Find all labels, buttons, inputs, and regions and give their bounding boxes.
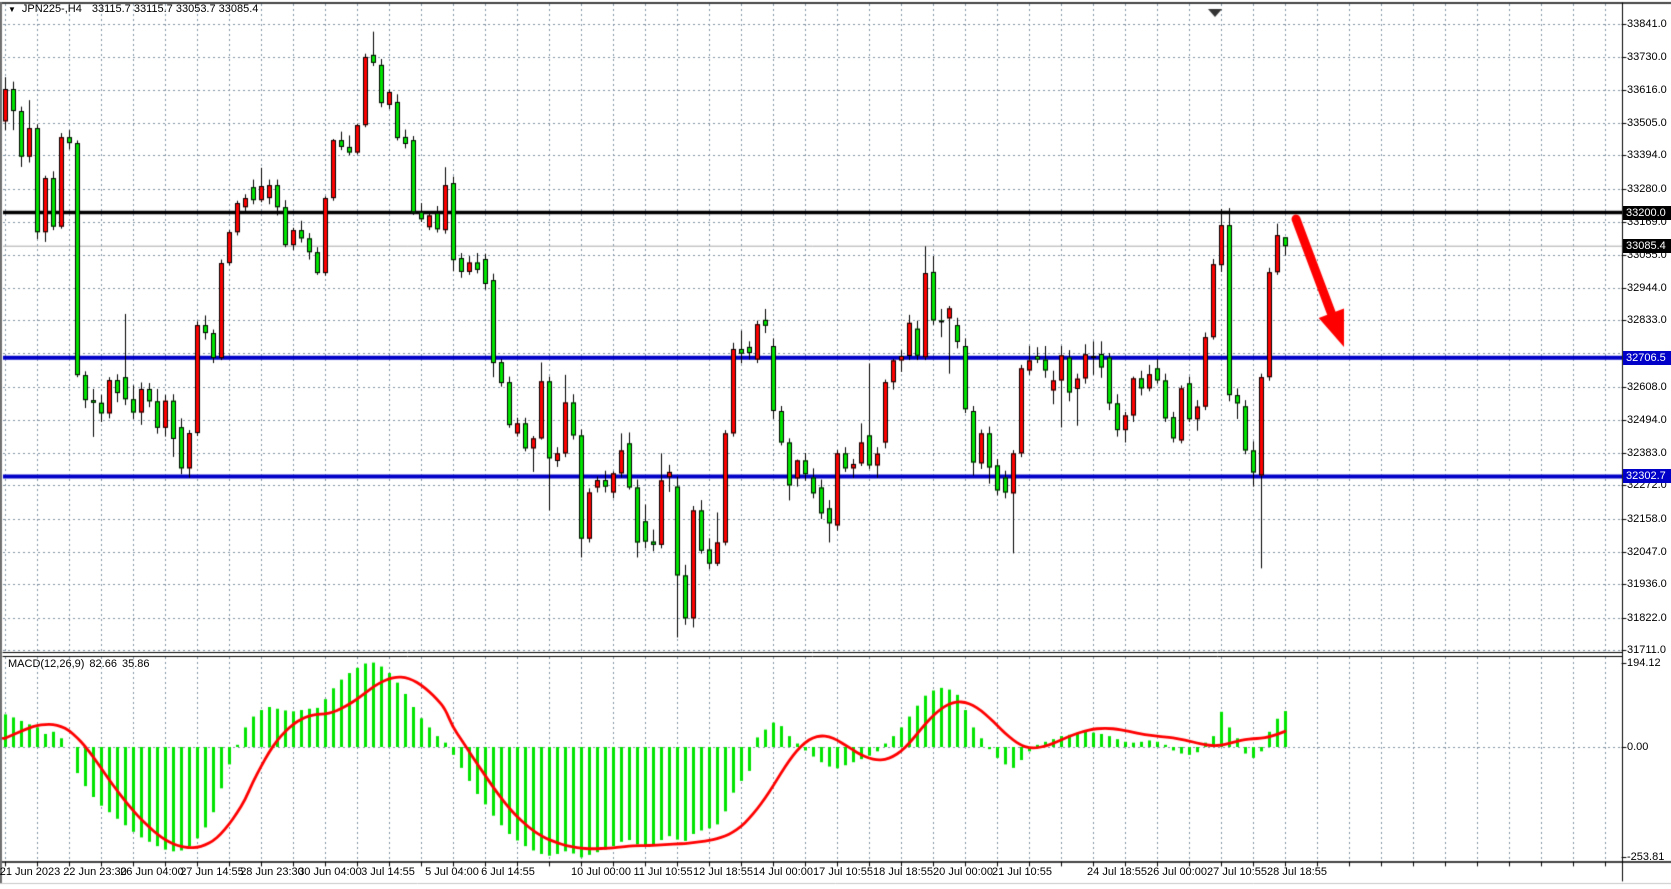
- time-axis-label: 6 Jul 14:55: [481, 866, 535, 878]
- price-axis-label: 32608.0: [1627, 380, 1667, 393]
- price-axis-label: 33841.0: [1627, 18, 1667, 30]
- price-axis-label: 31711.0: [1627, 644, 1666, 657]
- macd-signal-value: 35.86: [121, 658, 150, 670]
- price-level-badge: 33200.0: [1623, 205, 1671, 220]
- price-level-badge: 32302.7: [1623, 469, 1671, 484]
- time-axis-label: 18 Jul 18:55: [873, 866, 933, 878]
- macd-axis-label: 0.00: [1627, 741, 1649, 753]
- price-axis-label: 33394.0: [1627, 149, 1667, 162]
- price-axis-label: 32944.0: [1627, 281, 1667, 294]
- symbol-period-label: JPN225-,H4: [21, 3, 82, 15]
- price-axis-label: 33055.0: [1627, 249, 1667, 262]
- price-axis-label: 31936.0: [1627, 578, 1667, 591]
- time-axis-label: 11 Jul 10:55: [633, 866, 693, 878]
- time-axis-label: 27 Jul 10:55: [1207, 866, 1267, 878]
- time-axis-label: 10 Jul 00:00: [571, 866, 631, 878]
- macd-axis-label: -253.81: [1627, 851, 1665, 864]
- price-axis-label: 32047.0: [1627, 545, 1667, 558]
- time-axis-label: 14 Jul 00:00: [753, 866, 813, 878]
- price-axis-label: 31822.0: [1627, 611, 1667, 624]
- time-axis-label: 3 Jul 14:55: [361, 866, 415, 878]
- price-axis-label: 32833.0: [1627, 314, 1667, 327]
- time-axis-label: 26 Jul 00:00: [1147, 866, 1207, 878]
- symbol-dropdown-icon[interactable]: ▼: [8, 5, 16, 14]
- price-axis-label: 32494.0: [1627, 414, 1667, 427]
- price-scale[interactable]: [1622, 0, 1671, 889]
- time-axis-label: 28 Jul 18:55: [1267, 866, 1327, 878]
- price-axis-label: 32158.0: [1627, 512, 1667, 525]
- price-level-badge: 33085.4: [1623, 239, 1671, 254]
- macd-main-value: 82.66: [89, 658, 117, 670]
- time-axis-label: 20 Jul 00:00: [933, 866, 993, 878]
- macd-name: MACD(12,26,9): [8, 658, 85, 670]
- price-axis-label: 32383.0: [1627, 446, 1667, 459]
- chart-title: ▼ JPN225-,H4 33115.7 33115.7 33053.7 33085…: [8, 3, 258, 15]
- time-axis-label: 26 Jun 04:00: [120, 866, 184, 878]
- price-axis-label: 33505.0: [1627, 116, 1667, 129]
- price-axis-label: 33730.0: [1627, 50, 1667, 63]
- macd-axis-label: 194.12: [1627, 656, 1661, 669]
- price-axis-label: 33280.0: [1627, 182, 1667, 195]
- macd-indicator-label: MACD(12,26,9) 82.66 35.86: [8, 658, 154, 670]
- time-axis-label: 30 Jun 04:00: [298, 866, 362, 878]
- time-axis-label: 17 Jul 10:55: [813, 866, 873, 878]
- time-axis-label: 28 Jun 23:30: [240, 866, 304, 878]
- price-level-badge: 32706.5: [1623, 350, 1671, 365]
- time-axis-label: 21 Jul 10:55: [992, 866, 1052, 878]
- price-axis-label: 33616.0: [1627, 84, 1667, 97]
- price-axis-label: 32272.0: [1627, 479, 1667, 492]
- time-axis-label: 24 Jul 18:55: [1087, 866, 1147, 878]
- time-axis-label: 12 Jul 18:55: [693, 866, 753, 878]
- price-axis-label: 33169.0: [1627, 215, 1667, 228]
- time-axis-label: 5 Jul 04:00: [425, 866, 479, 878]
- time-axis-label: 21 Jun 2023: [0, 866, 61, 878]
- time-axis-label: 22 Jun 23:30: [63, 866, 127, 878]
- time-axis-label: 27 Jun 14:55: [180, 866, 244, 878]
- ohlc-values: 33115.7 33115.7 33053.7 33085.4: [91, 3, 259, 15]
